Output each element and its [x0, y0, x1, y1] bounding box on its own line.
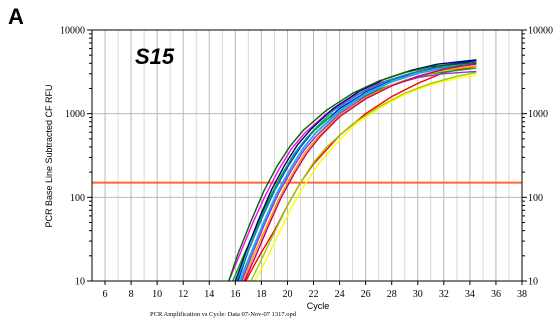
x-tick-label: 38 — [517, 289, 527, 300]
x-axis-title: Cycle — [307, 301, 330, 311]
x-tick-label: 24 — [335, 289, 345, 300]
y-tick-label-left: 10 — [75, 277, 85, 288]
series-layer — [228, 59, 477, 282]
x-tick-label: 34 — [465, 289, 475, 300]
amplification-curve-9 — [254, 74, 477, 282]
amplification-curve-8 — [241, 70, 477, 282]
x-tick-label: 22 — [309, 289, 319, 300]
y-tick-label-right: 100 — [528, 193, 543, 204]
panel-label: A — [8, 4, 24, 29]
y-axis-title: PCR Base Line Subtracted CF RFU — [44, 84, 54, 227]
amplification-curve-14 — [243, 63, 477, 282]
chart-caption: PCR Amplification vs Cycle: Data 07-Nov-… — [150, 311, 297, 318]
amplification-curve-12 — [239, 63, 477, 282]
amplification-curve-13 — [235, 63, 477, 282]
x-tick-label: 32 — [439, 289, 449, 300]
y-tick-label-left: 10000 — [60, 26, 85, 37]
chart-title: S15 — [135, 44, 175, 69]
x-tick-label: 16 — [230, 289, 240, 300]
y-tick-label-left: 100 — [70, 193, 85, 204]
amplification-curve-1 — [245, 65, 477, 282]
plot-frame — [91, 29, 523, 282]
x-tick-label: 12 — [178, 289, 188, 300]
x-tick-label: 26 — [361, 289, 371, 300]
x-tick-label: 6 — [103, 289, 108, 300]
x-tick-label: 28 — [387, 289, 397, 300]
y-tick-label-left: 1000 — [65, 109, 85, 120]
x-tick-label: 8 — [129, 289, 134, 300]
x-tick-label: 30 — [413, 289, 423, 300]
y-tick-label-right: 10000 — [528, 26, 553, 37]
x-tick-label: 14 — [204, 289, 214, 300]
amplification-curve-10 — [228, 61, 477, 282]
y-tick-label-right: 1000 — [528, 109, 548, 120]
x-tick-label: 36 — [491, 289, 501, 300]
amplification-curve-6 — [234, 59, 477, 282]
x-tick-label: 10 — [152, 289, 162, 300]
x-tick-label: 18 — [256, 289, 266, 300]
x-tick-label: 20 — [282, 289, 292, 300]
y-tick-label-right: 10 — [528, 277, 538, 288]
amplification-curve-7 — [250, 71, 477, 282]
